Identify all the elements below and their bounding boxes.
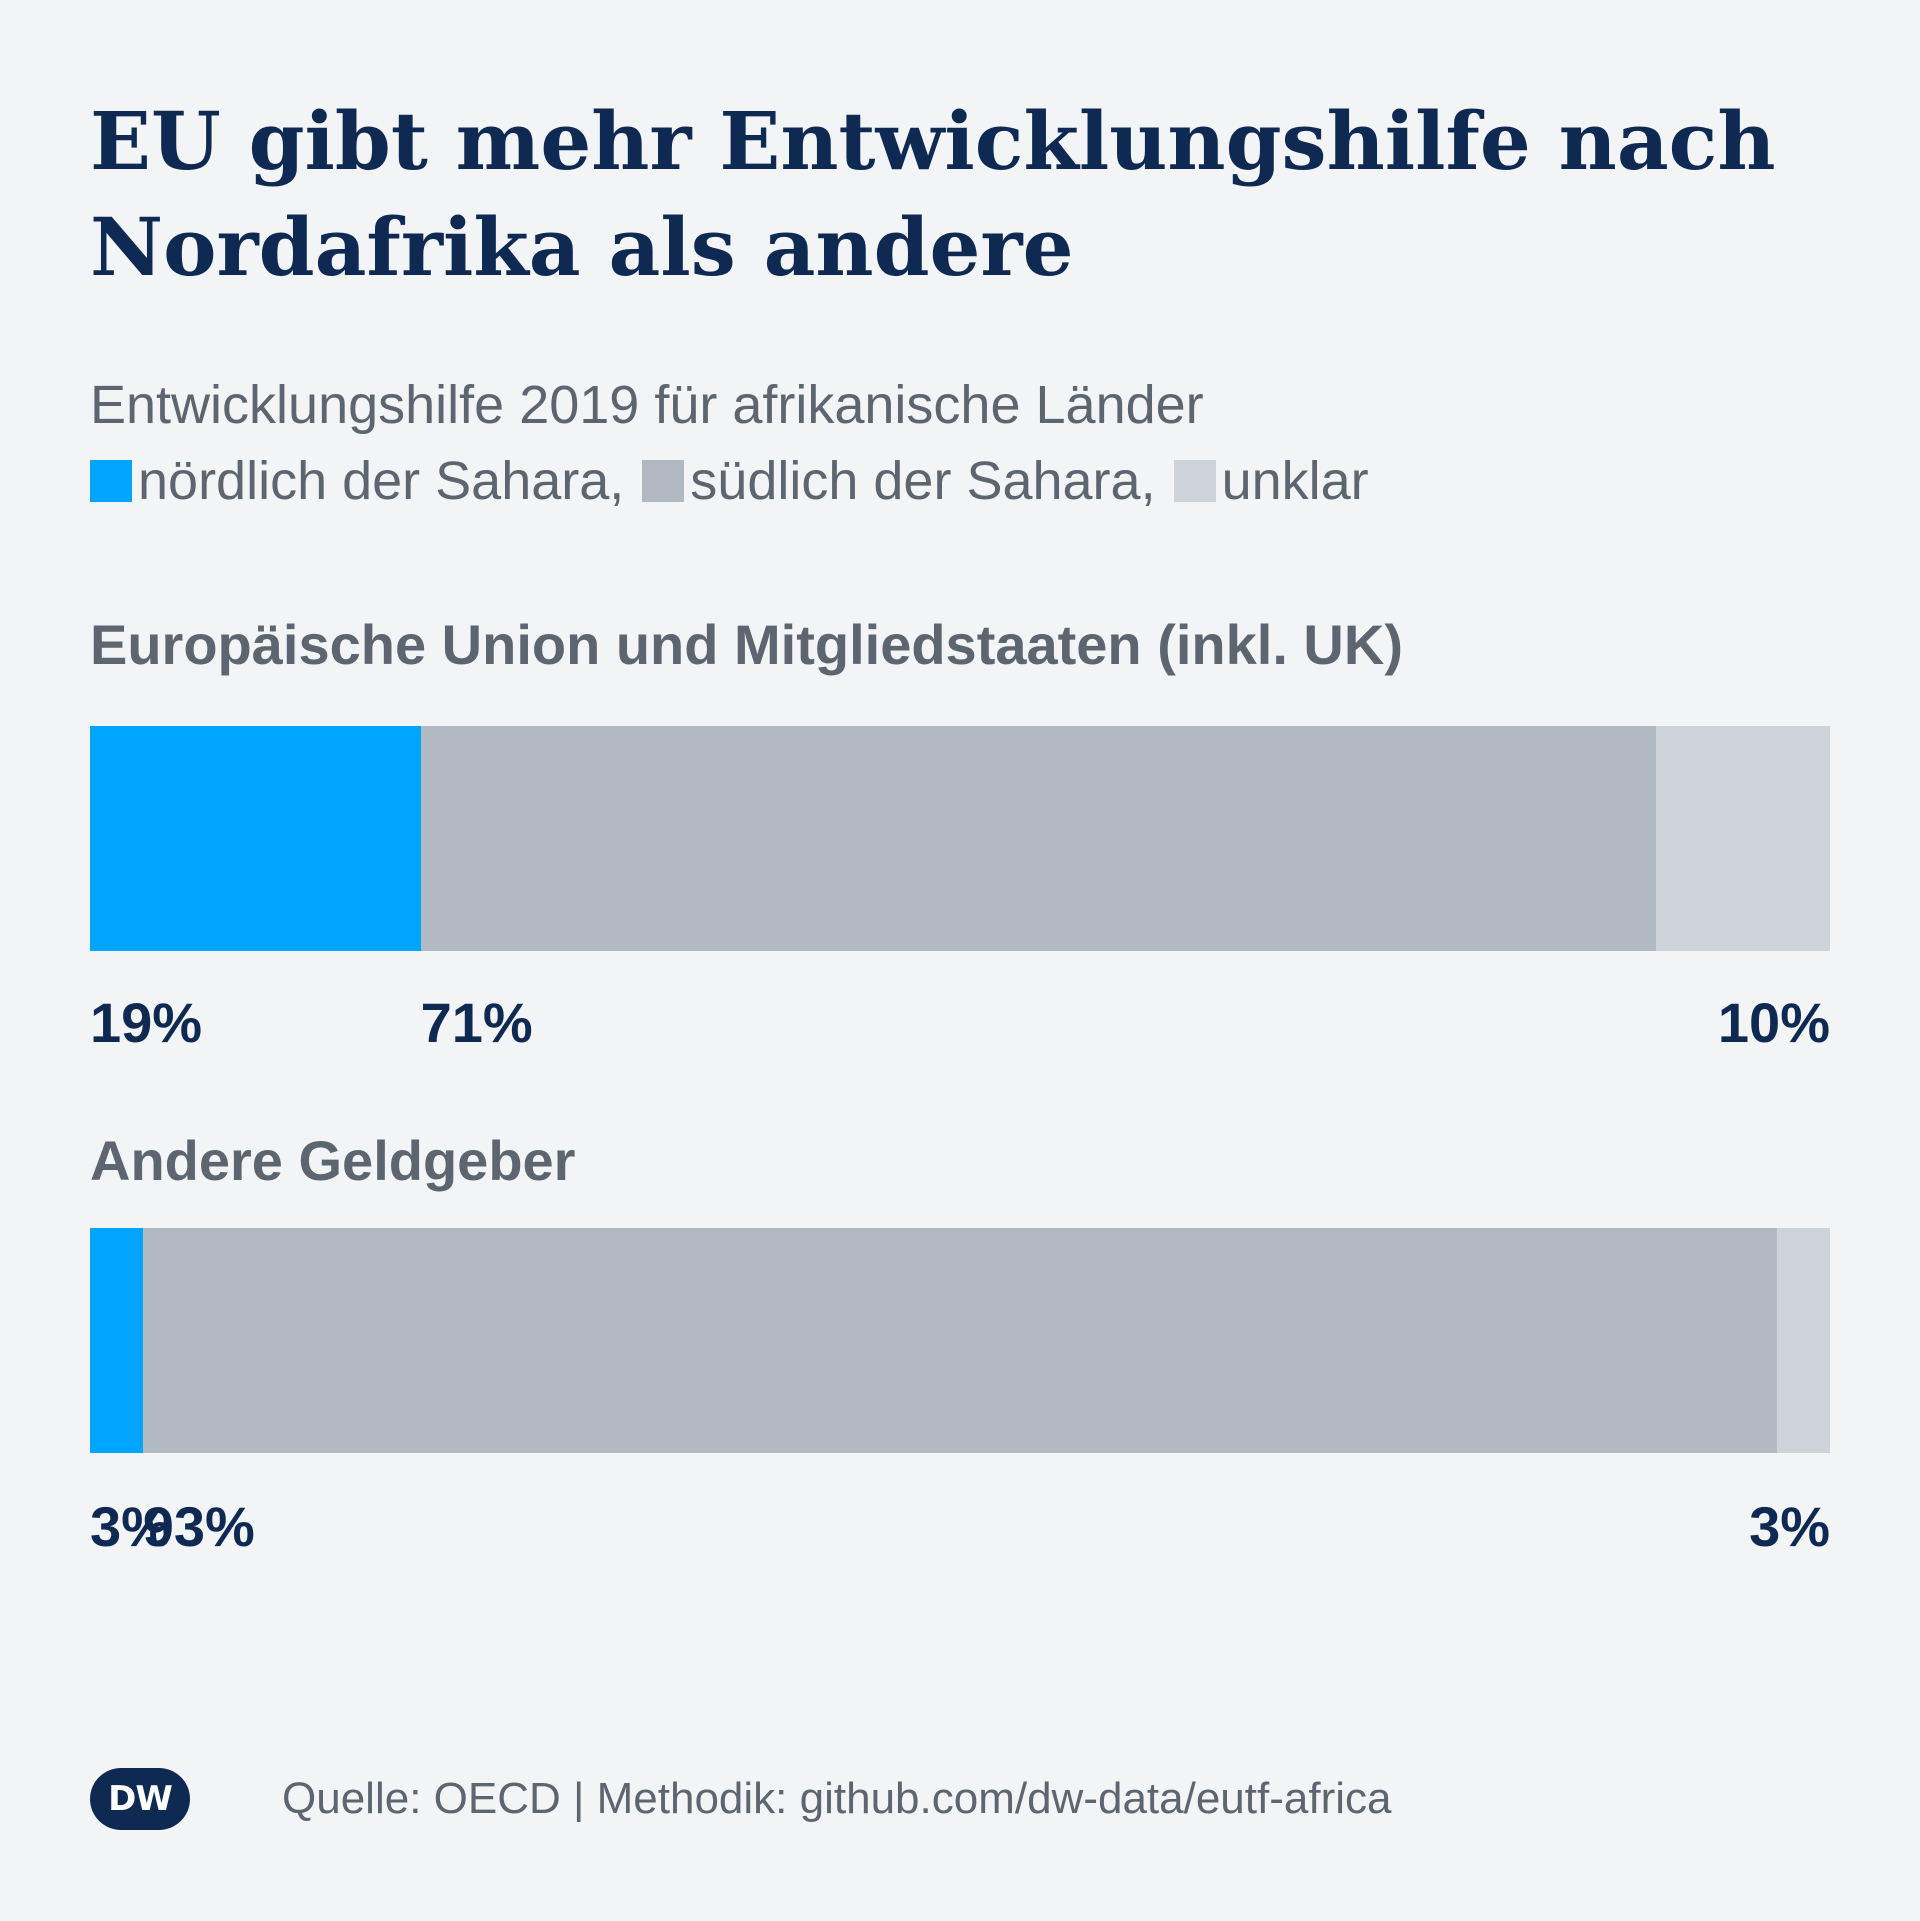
legend-swatch-unclear bbox=[1173, 460, 1216, 502]
legend-label-north: nördlich der Sahara, bbox=[138, 451, 625, 511]
value-label-south: 93% bbox=[142, 1495, 255, 1558]
stacked-bar-eu bbox=[90, 726, 1830, 951]
value-label-north: 19% bbox=[90, 991, 203, 1054]
dw-logo: DW bbox=[90, 1768, 190, 1830]
legend-label-south: südlich der Sahara, bbox=[690, 451, 1156, 511]
chart-title: EU gibt mehr Entwicklungshilfe nach Nord… bbox=[90, 94, 1776, 294]
value-label-north: 3% bbox=[90, 1495, 171, 1558]
value-label-unclear: 3% bbox=[1749, 1495, 1830, 1558]
value-label-south: 71% bbox=[420, 991, 533, 1054]
legend-label-unclear: unklar bbox=[1221, 451, 1369, 511]
bar-segment-unclear bbox=[1777, 1228, 1830, 1453]
footer: DW Quelle: OECD | Methodik: github.com/d… bbox=[90, 1768, 1391, 1830]
legend-swatch-north bbox=[90, 460, 132, 502]
stacked-bar-other bbox=[90, 1228, 1830, 1453]
value-label-unclear: 10% bbox=[1717, 991, 1830, 1054]
bar-segment-north bbox=[90, 1228, 143, 1453]
legend-item-unclear: unklar bbox=[1173, 444, 1369, 518]
legend-item-south: südlich der Sahara, bbox=[642, 444, 1156, 518]
value-labels-eu: 19% 71% 10% bbox=[90, 990, 1830, 1060]
legend-swatch-south bbox=[642, 460, 685, 502]
legend-item-north: nördlich der Sahara, bbox=[90, 444, 624, 518]
source-note: Quelle: OECD | Methodik: github.com/dw-d… bbox=[282, 1774, 1392, 1823]
chart-subtitle: Entwicklungshilfe 2019 für afrikanische … bbox=[90, 375, 1204, 435]
group-label-other: Andere Geldgeber bbox=[90, 1129, 576, 1192]
value-labels-other: 3% 93% 3% bbox=[90, 1494, 1830, 1564]
bar-segment-south bbox=[420, 726, 1656, 951]
bar-segment-south bbox=[142, 1228, 1778, 1453]
bar-segment-unclear bbox=[1655, 726, 1830, 951]
bar-segment-north bbox=[90, 726, 421, 951]
group-label-eu: Europäische Union und Mitgliedstaaten (i… bbox=[90, 613, 1403, 676]
legend: nördlich der Sahara, südlich der Sahara,… bbox=[90, 444, 1387, 518]
